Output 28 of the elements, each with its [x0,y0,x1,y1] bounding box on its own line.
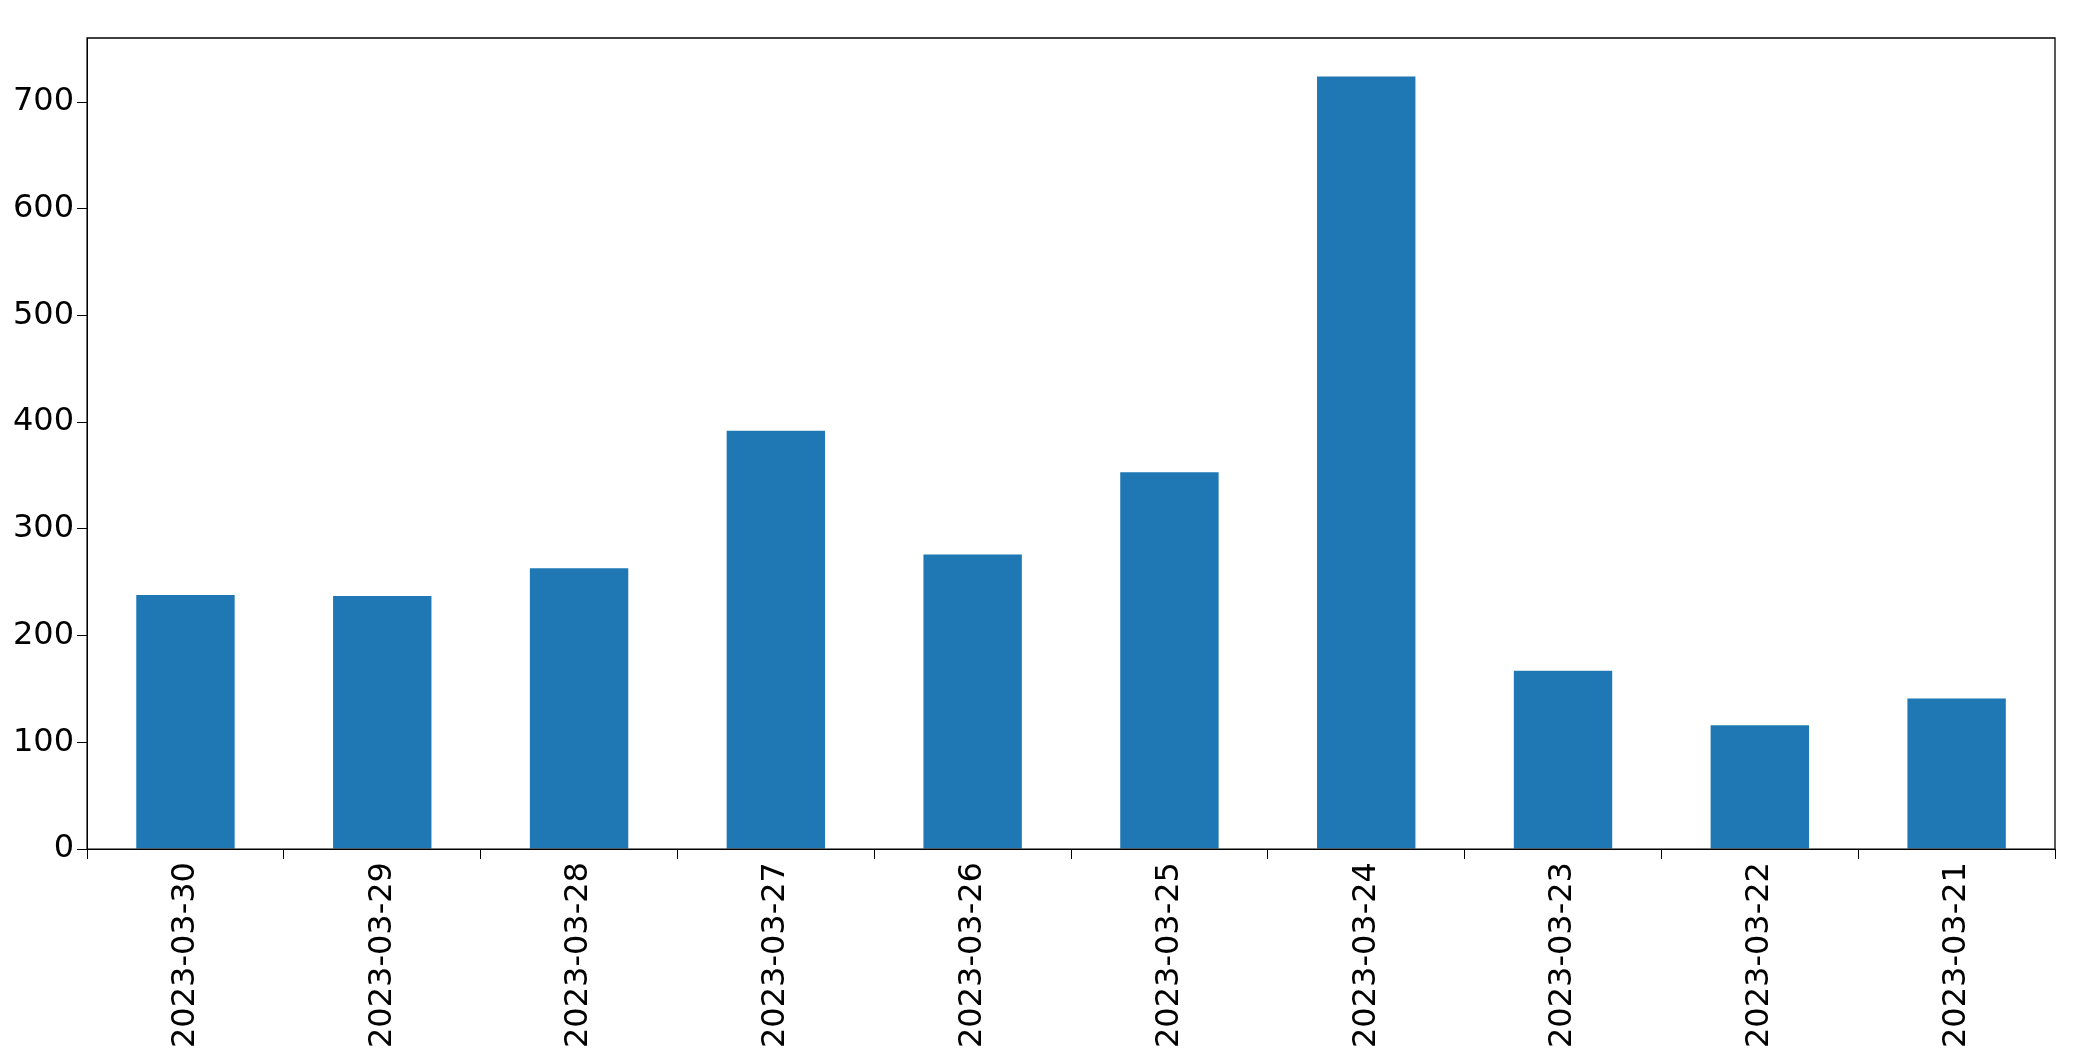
x-tick-label: 2023-03-26 [950,862,989,1048]
y-tick-label: 700 [13,80,75,119]
y-tick-label: 200 [13,613,75,652]
x-tick-label: 2023-03-23 [1541,862,1580,1048]
x-tick-label: 2023-03-29 [360,862,399,1048]
bar [1907,698,2006,849]
x-tick-label: 2023-03-22 [1738,862,1777,1048]
x-tick-label: 2023-03-25 [1147,862,1186,1048]
y-tick-label: 100 [13,720,75,759]
bar [1317,76,1416,849]
bar [923,554,1022,849]
bar [726,430,826,849]
x-tick-label: 2023-03-21 [1934,862,1973,1048]
bar [1710,725,1810,849]
y-tick-label: 600 [13,187,75,226]
y-tick-label: 500 [13,293,75,332]
bar [1120,472,1219,849]
bar [136,595,235,849]
bar [1513,670,1613,849]
x-tick-label: 2023-03-24 [1344,862,1383,1048]
y-tick-label: 0 [53,827,75,866]
y-tick-label: 300 [13,507,75,546]
x-tick-label: 2023-03-30 [163,862,202,1048]
bar [529,568,629,849]
bar [333,596,432,849]
y-tick-label: 400 [13,400,75,439]
x-tick-label: 2023-03-28 [557,862,596,1048]
x-tick-label: 2023-03-27 [754,862,793,1048]
